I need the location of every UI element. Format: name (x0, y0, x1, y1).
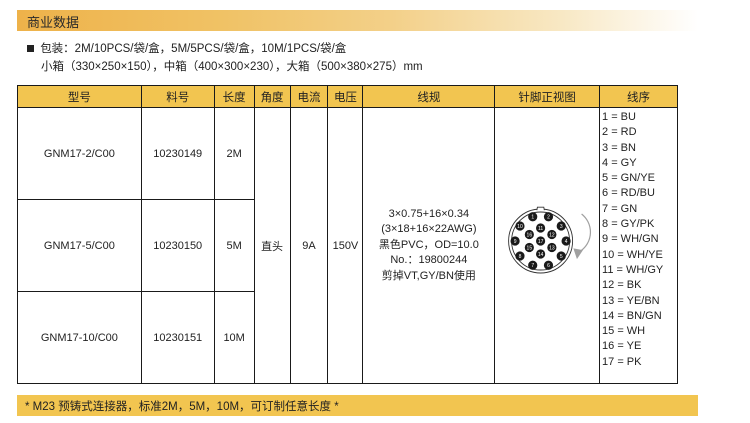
svg-text:3: 3 (560, 224, 563, 230)
svg-text:6: 6 (547, 263, 550, 269)
svg-text:13: 13 (549, 245, 555, 251)
svg-text:12: 12 (549, 232, 555, 238)
svg-text:9: 9 (514, 239, 517, 245)
svg-text:17: 17 (538, 239, 544, 245)
svg-text:15: 15 (527, 245, 533, 251)
svg-text:8: 8 (519, 254, 522, 260)
svg-text:4: 4 (565, 239, 568, 245)
svg-text:2: 2 (547, 215, 550, 221)
svg-text:10: 10 (517, 224, 523, 230)
svg-text:5: 5 (560, 254, 563, 260)
svg-text:7: 7 (532, 263, 535, 269)
svg-text:1: 1 (532, 215, 535, 221)
svg-text:16: 16 (527, 232, 533, 238)
svg-text:14: 14 (538, 252, 544, 258)
svg-text:11: 11 (538, 226, 543, 232)
